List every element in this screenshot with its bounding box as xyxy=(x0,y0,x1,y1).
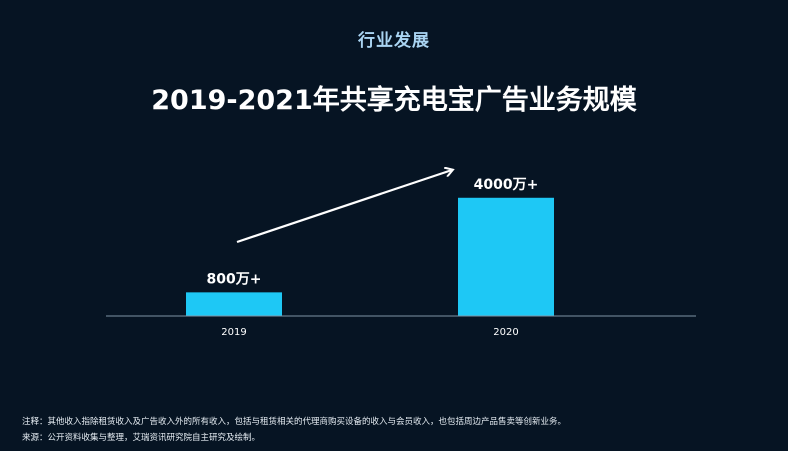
value-label-2019: 800万+ xyxy=(207,271,262,287)
section-label: 行业发展 xyxy=(358,31,430,51)
chart-title: 2019-2021年共享充电宝广告业务规模 xyxy=(151,85,637,116)
bar-2020 xyxy=(458,197,554,316)
x-tick-label-2019: 2019 xyxy=(221,327,246,338)
trend-arrow xyxy=(236,170,452,244)
x-tick-label-2020: 2020 xyxy=(493,327,518,338)
footnote-note: 注释：其他收入指除租赁收入及广告收入外的所有收入，包括与租赁相关的代理商购买设备… xyxy=(22,417,567,427)
bar-2019 xyxy=(186,292,282,316)
footnote-source: 来源：公开资料收集与整理，艾瑞资讯研究院自主研究及绘制。 xyxy=(22,433,261,443)
value-label-2020: 4000万+ xyxy=(474,177,539,193)
